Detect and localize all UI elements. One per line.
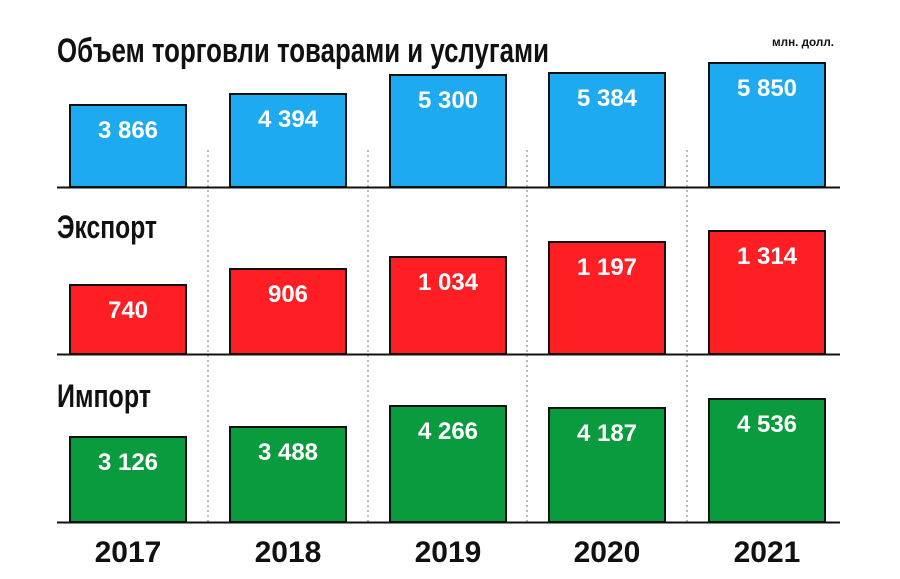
value-label-import-2017: 3 126 [98,449,158,476]
bar-export-2021 [708,230,826,355]
bar-export-2019 [389,256,507,355]
series-title-export: Экспорт [57,209,157,245]
value-label-import-2021: 4 536 [737,411,797,438]
value-label-export-2017: 740 [108,297,148,324]
x-tick-label-2021: 2021 [734,536,801,569]
value-label-total-2018: 4 394 [258,106,319,133]
bars-layer [69,62,826,523]
x-tick-label-2020: 2020 [574,536,641,569]
value-label-import-2018: 3 488 [258,439,318,466]
value-label-export-2018: 906 [268,281,308,308]
bar-import-2017 [69,436,187,523]
bar-export-2018 [229,268,347,355]
value-label-import-2020: 4 187 [577,420,637,447]
chart-title: Объем торговли товарами и услугами [57,32,549,70]
bar-total-2020 [548,72,666,188]
unit-label: млн. долл. [772,35,834,49]
value-label-export-2020: 1 197 [577,254,637,281]
bar-export-2020 [548,241,666,355]
x-axis: 2017 2018 2019 2020 2021 [95,536,801,569]
value-label-export-2019: 1 034 [418,269,479,296]
bar-import-2021 [708,398,826,523]
value-label-export-2021: 1 314 [737,243,798,270]
value-label-total-2019: 5 300 [418,87,478,114]
x-tick-label-2017: 2017 [95,536,162,569]
bar-import-2019 [389,405,507,523]
value-label-import-2019: 4 266 [418,418,478,445]
x-tick-label-2018: 2018 [255,536,322,569]
value-label-total-2017: 3 866 [98,117,158,144]
bar-import-2018 [229,426,347,523]
bar-total-2019 [389,74,507,188]
bar-total-2018 [229,93,347,188]
series-title-import: Импорт [57,378,151,414]
bar-export-2017 [69,284,187,355]
bar-total-2017 [69,104,187,188]
value-labels-layer: 3 866 4 394 5 300 5 384 5 850 740 906 1 034 1 19… [98,75,798,476]
bar-total-2021 [708,62,826,188]
bar-import-2020 [548,407,666,523]
x-tick-label-2019: 2019 [415,536,482,569]
value-label-total-2020: 5 384 [577,85,638,112]
value-label-total-2021: 5 850 [737,75,797,102]
